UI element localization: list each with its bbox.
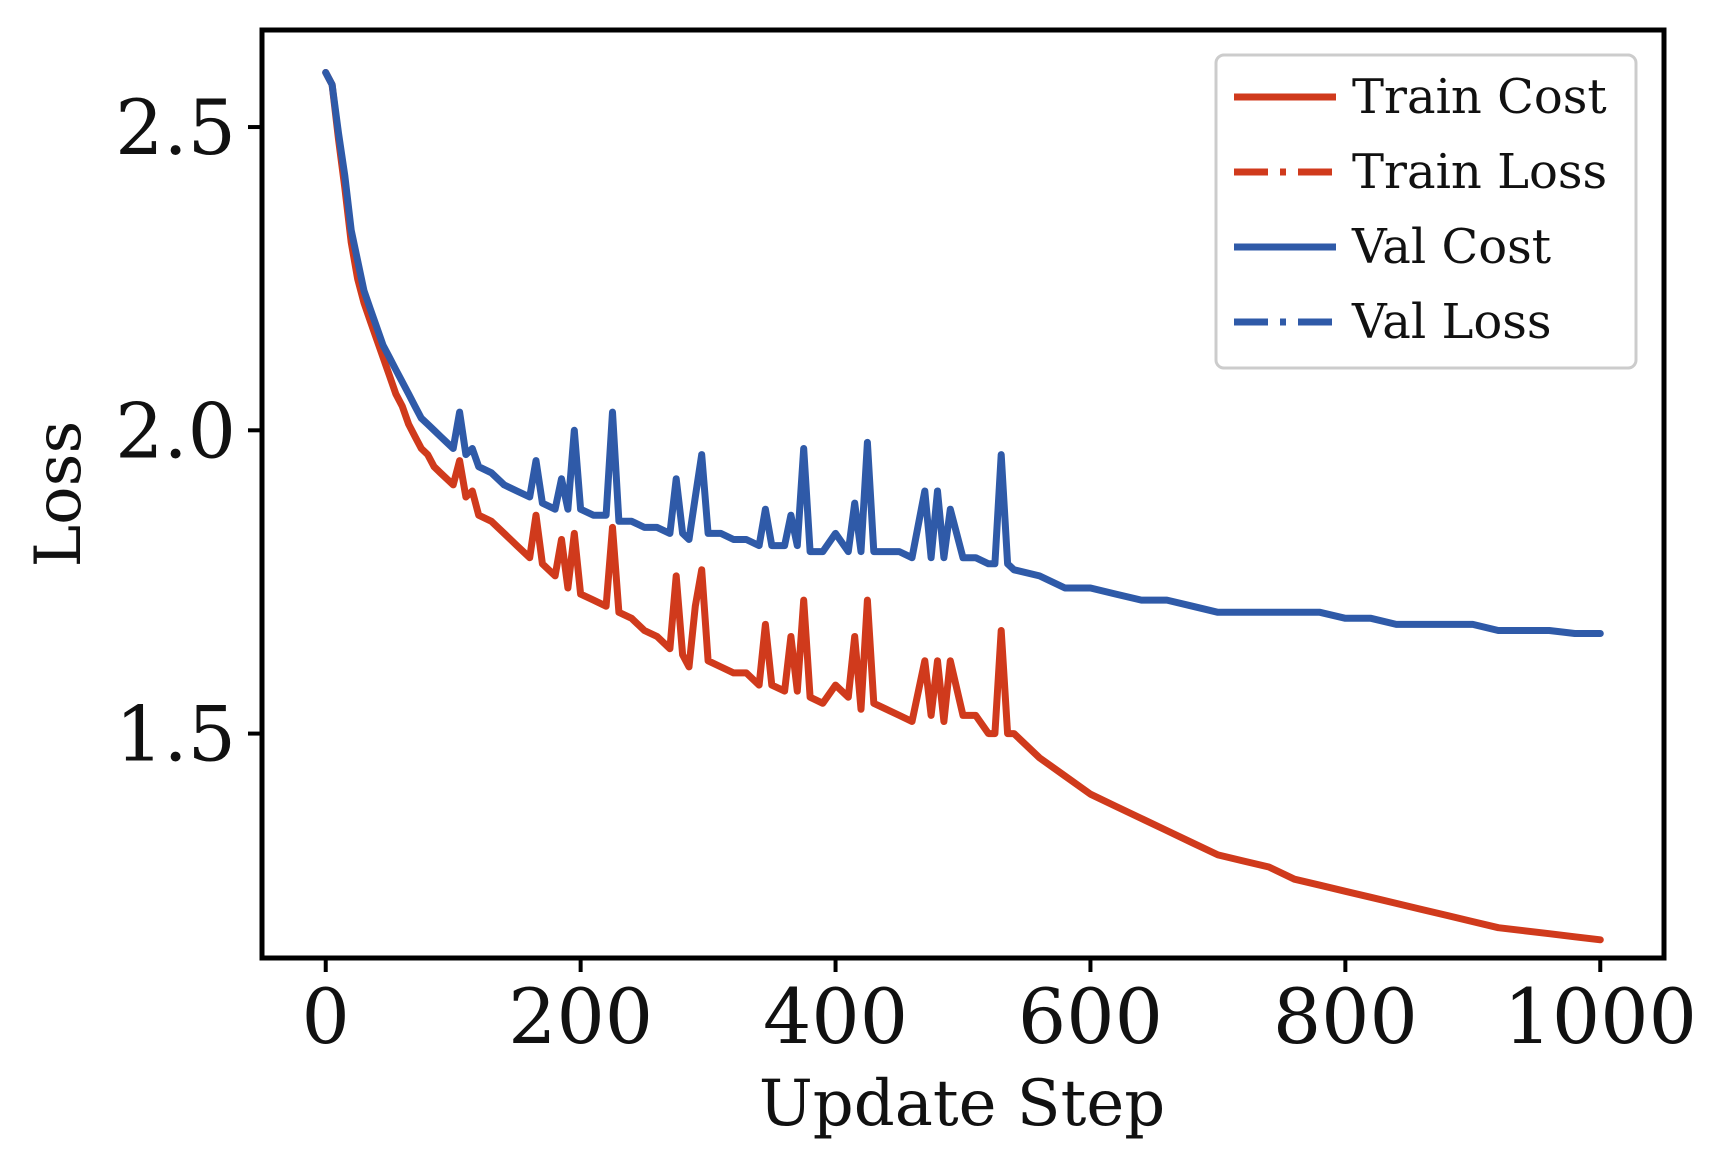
y-tick-label: 2.0 [115,386,236,475]
legend-label-train-cost: Train Cost [1352,69,1607,125]
y-tick-label: 1.5 [115,690,236,779]
legend-label-val-cost: Val Cost [1351,219,1551,275]
x-tick-label: 0 [302,972,350,1061]
series-line-val-cost [322,69,1604,637]
y-axis-ticks: 1.5 2.0 2.5 [115,83,262,779]
series-line-train-cost [322,69,1604,944]
x-tick-label: 200 [508,972,653,1061]
series-layer [322,69,1604,944]
legend-label-val-loss: Val Loss [1351,294,1552,350]
x-tick-label: 1000 [1504,972,1697,1061]
plot-frame [259,27,1667,961]
x-tick-label: 600 [1018,972,1163,1061]
legend-label-train-loss: Train Loss [1352,144,1607,200]
x-tick-label: 800 [1273,972,1418,1061]
legend: Train Cost Train Loss Val Cost Val Loss [1214,53,1638,370]
x-tick-label: 400 [763,972,908,1061]
legend-box [1214,53,1638,370]
y-tick-label: 2.5 [115,83,236,172]
y-axis-label: Loss [22,421,96,568]
x-axis-ticks: 0 200 400 600 800 1000 [302,958,1697,1061]
legend-items: Train Cost Train Loss Val Cost Val Loss [1234,69,1607,350]
x-axis-label: Update Step [759,1067,1165,1141]
